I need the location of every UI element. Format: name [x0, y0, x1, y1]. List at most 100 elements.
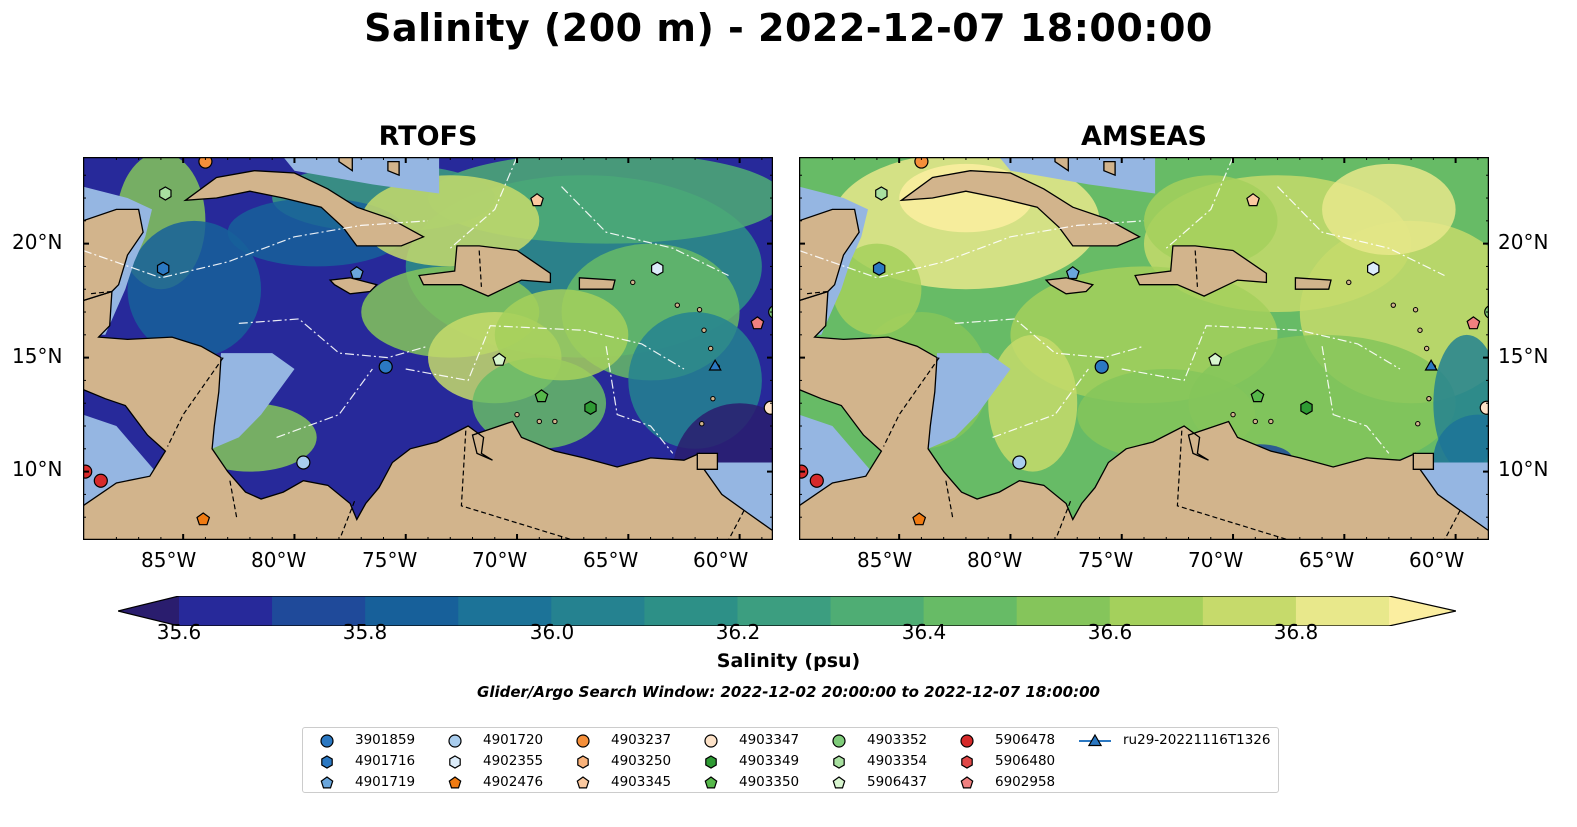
map-canvas [83, 157, 773, 540]
legend-marker-icon [321, 755, 333, 769]
float-marker-4903350 [1250, 389, 1265, 403]
legend-marker-icon [576, 776, 590, 789]
float-marker-4902355 [1366, 261, 1380, 276]
map-rtofs[interactable] [83, 157, 773, 540]
legend-label: ru29-20221116T1326 [1123, 732, 1271, 748]
panel-title-amseas: AMSEAS [1081, 121, 1207, 152]
legend-label: 4903250 [611, 753, 672, 769]
colorbar-tick-label: 36.8 [1273, 620, 1319, 644]
legend-label: 4903347 [739, 732, 800, 748]
legend-label: 4903345 [611, 774, 672, 790]
float-marker-5906478 [93, 473, 108, 488]
legend-label: 5906478 [995, 732, 1056, 748]
legend-marker-icon [704, 734, 718, 748]
float-marker-4903237 [198, 157, 213, 169]
float-marker-4901720 [1012, 455, 1027, 470]
float-marker-5906437 [1208, 352, 1223, 366]
float-marker-ru29-20221116T1326 [1424, 358, 1438, 371]
lon-tick-label: 85°W [141, 548, 197, 572]
float-marker-5906478 [809, 473, 824, 488]
lat-tick-label: 10°N [12, 457, 63, 481]
float-marker-4903345 [530, 193, 544, 207]
legend-label: 4902355 [483, 753, 544, 769]
colorbar-label: Salinity (psu) [716, 650, 861, 672]
float-marker-4903349 [1300, 400, 1313, 415]
float-marker-4901719 [349, 266, 364, 280]
legend-marker-icon [448, 734, 462, 748]
colorbar-tick-label: 36.6 [1087, 620, 1133, 644]
legend-marker-icon [704, 776, 718, 789]
search-window-text: Glider/Argo Search Window: 2022-12-02 20… [477, 683, 1100, 701]
float-marker-3901859 [1094, 359, 1109, 374]
legend-label: 4903350 [739, 774, 800, 790]
legend-marker-icon [320, 776, 334, 789]
map-canvas [799, 157, 1489, 540]
lat-tick-label: 15°N [1498, 344, 1549, 368]
legend-label: 4903237 [611, 732, 672, 748]
lon-tick-label: 60°W [693, 548, 749, 572]
float-marker-4903354 [159, 186, 172, 201]
legend-marker-icon [833, 755, 845, 769]
legend-marker-icon [832, 734, 846, 748]
figure-title: Salinity (200 m) - 2022-12-07 18:00:00 [364, 6, 1213, 50]
lon-tick-label: 60°W [1409, 548, 1465, 572]
lon-tick-label: 85°W [857, 548, 913, 572]
float-marker-5906437 [492, 352, 507, 366]
lon-tick-label: 75°W [362, 548, 418, 572]
lat-tick-label: 10°N [1498, 457, 1549, 481]
float-marker-4903349 [584, 400, 597, 415]
legend-label: 4903354 [867, 753, 928, 769]
float-marker-4903237 [914, 157, 929, 169]
float-marker-3901859 [378, 359, 393, 374]
lon-tick-label: 80°W [251, 548, 307, 572]
lon-tick-label: 75°W [1078, 548, 1134, 572]
legend-label: 4903352 [867, 732, 928, 748]
float-marker-4903354 [875, 186, 888, 201]
float-marker-4902355 [650, 261, 664, 276]
legend-box: 3901859 4901716 4901719 4901720 4902355 49024… [302, 727, 1279, 793]
float-marker-ru29-20221116T1326 [708, 358, 722, 371]
legend-label: 4901720 [483, 732, 544, 748]
map-amseas[interactable] [799, 157, 1489, 540]
lon-tick-label: 65°W [1299, 548, 1355, 572]
colorbar-tick-label: 35.8 [342, 620, 388, 644]
lon-tick-label: 65°W [583, 548, 639, 572]
panel-title-rtofs: RTOFS [378, 121, 478, 152]
colorbar-tick-label: 36.4 [901, 620, 947, 644]
lon-tick-label: 70°W [1188, 548, 1244, 572]
float-marker-4903347 [763, 400, 773, 415]
legend-marker-icon [577, 755, 589, 769]
legend-marker-icon [961, 755, 973, 769]
float-marker-6902958 [1466, 316, 1481, 330]
legend-label: 5906480 [995, 753, 1056, 769]
float-marker-4902476 [196, 512, 211, 526]
float-marker-6902958 [750, 316, 765, 330]
float-marker-4903345 [1246, 193, 1260, 207]
legend-marker-icon [1079, 733, 1111, 747]
legend-marker-icon [320, 734, 334, 748]
float-marker-4902476 [912, 512, 927, 526]
float-marker-4901716 [156, 261, 170, 276]
legend-marker-icon [832, 776, 846, 789]
lat-tick-label: 15°N [12, 344, 63, 368]
float-marker-4901716 [872, 261, 886, 276]
legend-label: 5906437 [867, 774, 928, 790]
float-marker-4901720 [296, 455, 311, 470]
colorbar [117, 595, 1457, 627]
legend-marker-icon [449, 755, 461, 769]
float-marker-4903350 [534, 389, 549, 403]
lat-tick-label: 20°N [12, 230, 63, 254]
legend-marker-icon [576, 734, 590, 748]
colorbar-tick-label: 36.2 [715, 620, 761, 644]
float-marker-4901719 [1065, 266, 1080, 280]
lon-tick-label: 70°W [472, 548, 528, 572]
legend-label: 6902958 [995, 774, 1056, 790]
lat-tick-label: 20°N [1498, 230, 1549, 254]
legend-marker-icon [960, 734, 974, 748]
legend-label: 4901719 [355, 774, 416, 790]
legend-label: 3901859 [355, 732, 416, 748]
lon-tick-label: 80°W [967, 548, 1023, 572]
legend-label: 4901716 [355, 753, 416, 769]
legend-marker-icon [960, 776, 974, 789]
colorbar-tick-label: 35.6 [156, 620, 202, 644]
